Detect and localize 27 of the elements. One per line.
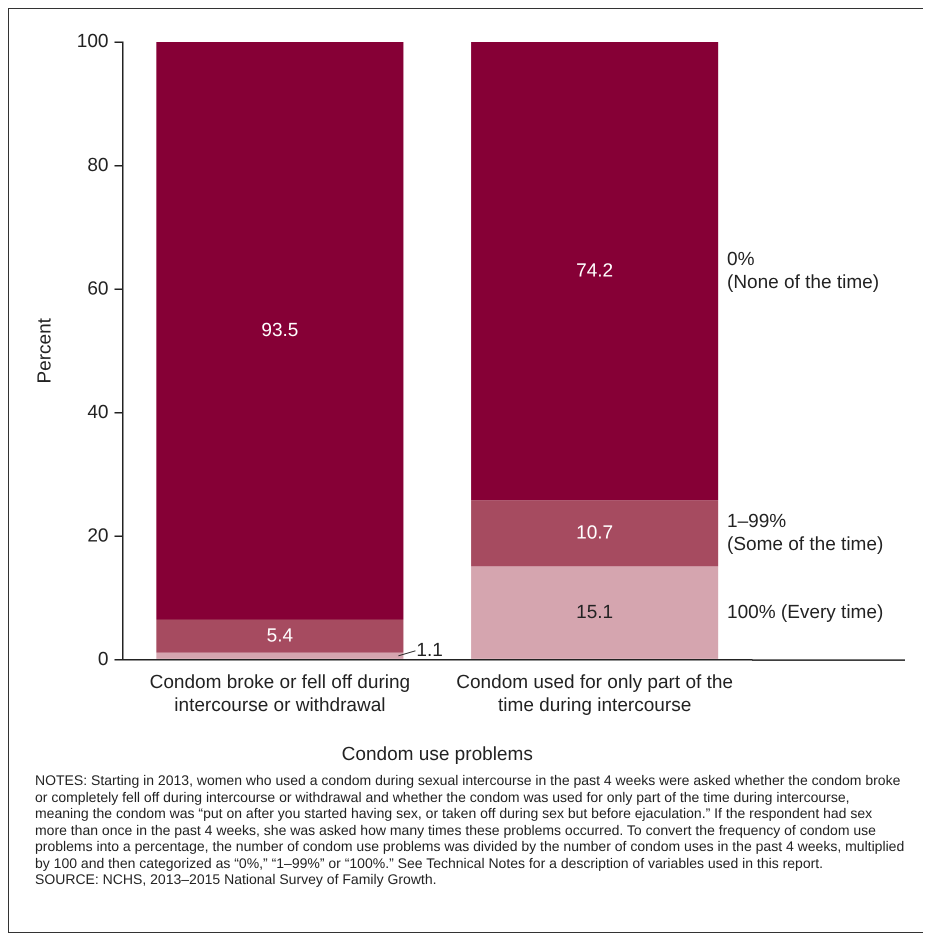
source-note: SOURCE: NCHS, 2013–2015 National Survey of Family Growth. [35,871,438,888]
y-tick-label: 100 [76,31,108,52]
x-axis-title: Condom use problems [342,744,533,765]
y-tick-label: 80 [87,154,108,176]
y-tick-label: 20 [87,525,108,546]
data-label: 93.5 [261,320,298,341]
bar [156,619,404,653]
y-axis-title: Percent [34,317,56,384]
data-label: 5.4 [266,625,294,646]
data-label: 10.7 [576,522,614,544]
data-label: 1.1 [416,640,443,662]
series-label: 0% (None of the time) [727,248,880,294]
bar [156,42,404,620]
bar [471,566,718,659]
y-tick-label: 60 [87,278,108,300]
y-tick-label: 40 [87,402,108,423]
x-tick-label: Condom used for only part of the time during intercourse [456,672,733,716]
text: NOTES: Starting in 2013, women who used a condom during sexual intercourse in the past 4 weeks were asked whether the condom broke or completely fell off during intercourse or withdrawal and whether the condom was used for only part of the time during intercourse, meaning the condom was “put on after you started having sex, or taken off during sex but before ejaculation.” If the respondent had sex more than once in the past 4 weeks, she was asked how many times these problems occurred. To convert the frequency of condom use problems into a percentage, the number of condom use problems was divided by the number of condom uses in the past 4 weeks, multiplied by 100 and then categorized as “0%,” “1–99%” or “100%.” See Technical Notes for a description of variables used in this report. [35,772,905,871]
x-tick-label: Condom broke or fell off during intercourse or withdrawal [150,672,410,716]
y-tick-label: 0 [98,648,108,670]
data-label: 15.1 [576,602,614,623]
bar [471,42,718,500]
bar [156,652,404,659]
data-label: 74.2 [576,260,614,282]
series-label: 1–99% (Some of the time) [727,510,884,556]
series-label: 100% (Every time) [727,601,884,624]
bar [471,500,718,566]
